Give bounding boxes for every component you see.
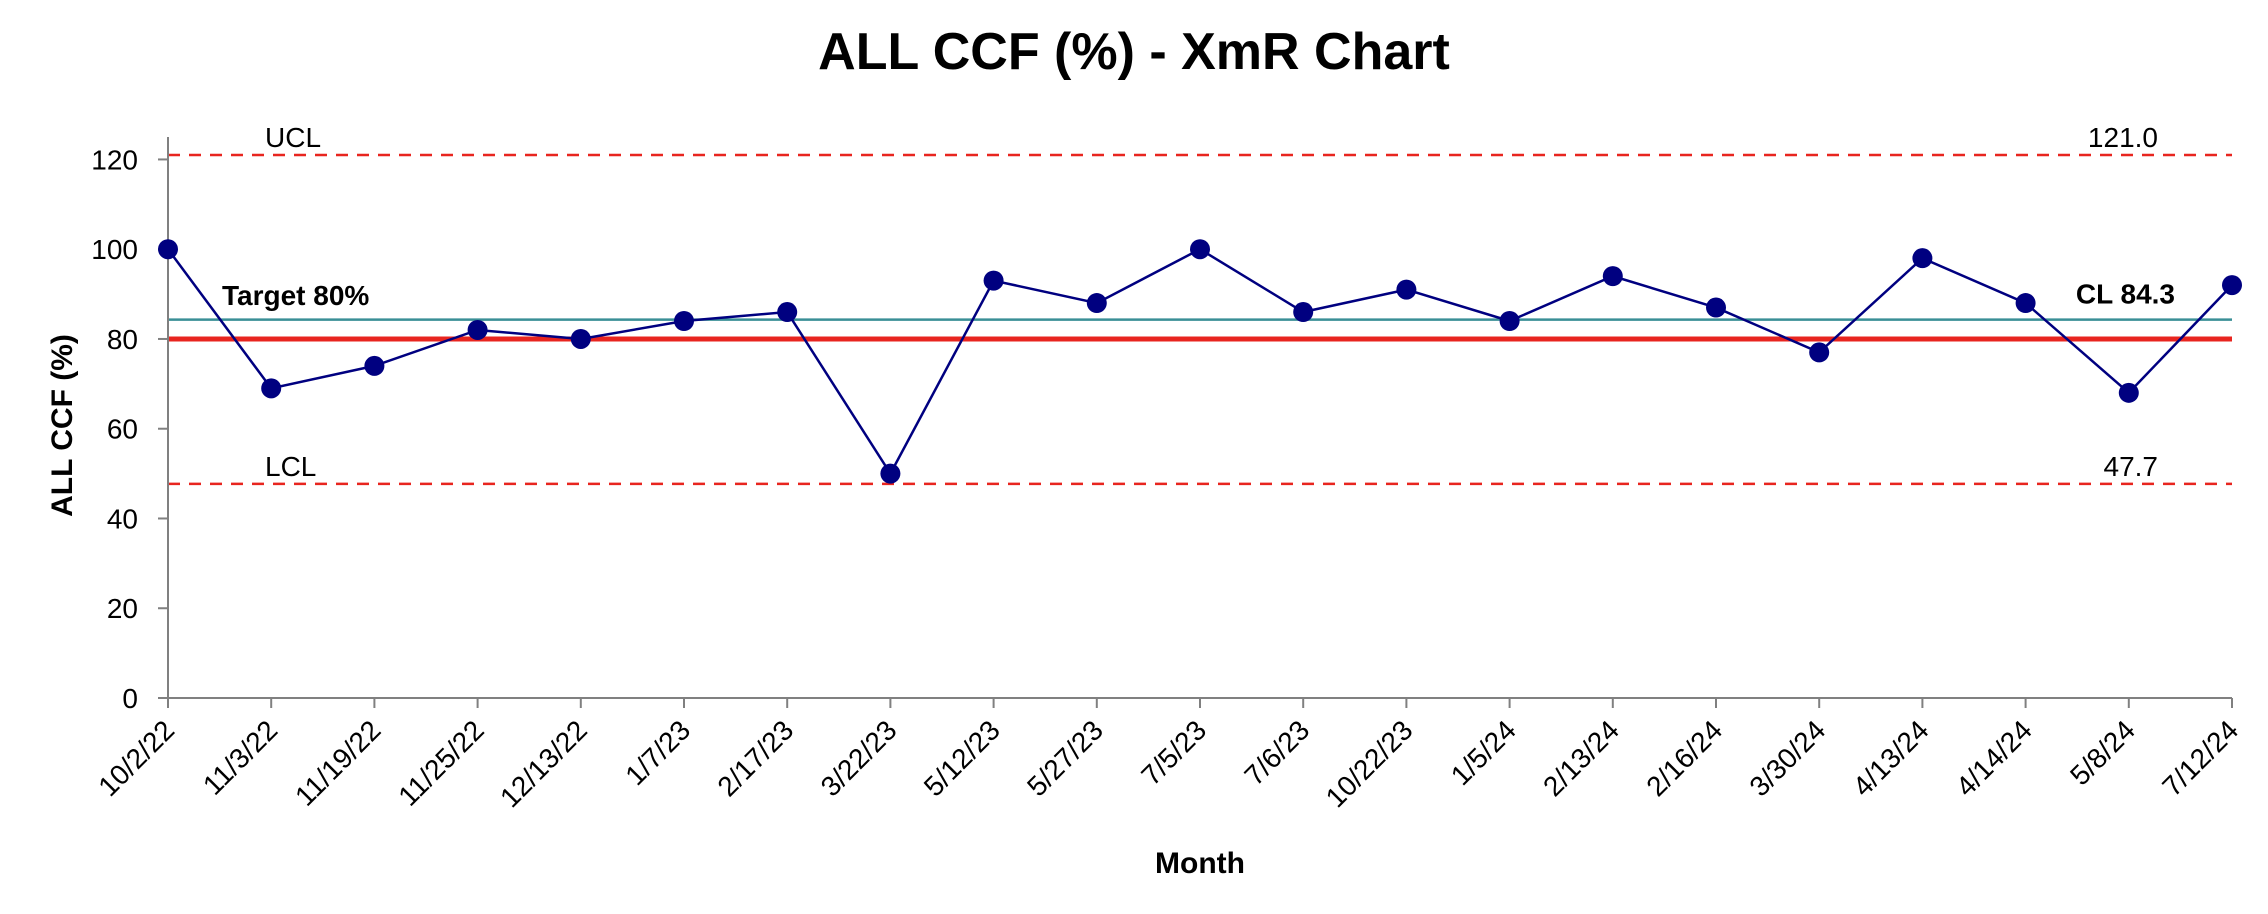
x-axis-title: Month — [1155, 847, 1245, 880]
x-tick-label: 1/7/23 — [619, 714, 696, 791]
data-point — [261, 378, 282, 399]
data-point — [1086, 293, 1107, 314]
x-tick-label: 2/17/23 — [711, 714, 799, 802]
data-point — [158, 239, 178, 260]
y-tick-label: 60 — [107, 414, 138, 445]
data-point — [2222, 275, 2242, 296]
chart-title: ALL CCF (%) - XmR Chart — [818, 23, 1450, 81]
x-tick-label: 2/13/24 — [1537, 714, 1625, 802]
x-tick-label: 1/5/24 — [1445, 714, 1522, 791]
x-tick-label: 11/25/22 — [392, 714, 490, 812]
data-point — [1293, 302, 1314, 323]
series-line — [166, 247, 2233, 477]
data-point — [2015, 293, 2036, 314]
y-tick-label: 100 — [91, 234, 138, 265]
y-tick-label: 20 — [107, 593, 138, 624]
x-tick-label: 3/22/23 — [815, 714, 903, 802]
x-tick-label: 4/13/24 — [1847, 714, 1935, 802]
x-tick-label: 4/14/24 — [1950, 714, 2038, 802]
x-tick-label: 5/12/23 — [918, 714, 1006, 802]
x-tick-label: 7/5/23 — [1135, 714, 1212, 791]
center-line-label: CL 84.3 — [2076, 279, 2175, 310]
data-point — [2118, 382, 2139, 403]
data-point — [674, 311, 694, 332]
x-tick-label: 10/22/23 — [1320, 714, 1419, 813]
y-tick-label: 120 — [91, 144, 138, 175]
x-tick-label: 11/19/22 — [289, 714, 387, 812]
labels: UCL 121.0 LCL 47.7 CL 84.3 Target 80% Month ALL… — [46, 122, 2175, 880]
data-series — [158, 239, 2242, 484]
ucl-label: UCL — [265, 122, 321, 153]
data-point — [1602, 266, 1623, 287]
x-tick-label: 10/2/22 — [92, 714, 180, 802]
lcl-label: LCL — [265, 451, 316, 482]
y-tick-label: 40 — [107, 503, 138, 534]
data-point — [983, 270, 1004, 291]
x-tick-label: 3/30/24 — [1743, 714, 1831, 802]
x-tick-label: 7/6/23 — [1238, 714, 1315, 791]
x-tick-label: 12/13/22 — [494, 714, 593, 813]
axes: 0 20 40 60 80 100 120 10/2/22 11/3/22 11/19/22 11/… — [91, 137, 2244, 813]
data-point — [570, 328, 591, 349]
data-point — [1190, 239, 1210, 260]
y-tick-label: 80 — [107, 324, 138, 355]
data-point — [880, 463, 901, 484]
data-point — [777, 302, 798, 323]
x-tick-label: 11/3/22 — [197, 714, 284, 801]
target-label: Target 80% — [222, 280, 369, 311]
data-point — [1706, 297, 1726, 318]
x-tick-label: 5/27/23 — [1021, 714, 1109, 802]
data-point — [364, 355, 385, 376]
x-tick-label: 5/8/24 — [2064, 714, 2141, 791]
lcl-value-label: 47.7 — [2104, 451, 2159, 482]
ucl-value-label: 121.0 — [2088, 122, 2158, 153]
data-point — [467, 319, 488, 340]
reference-lines — [168, 153, 2232, 486]
y-tick-label: 0 — [122, 683, 138, 714]
data-point — [1396, 279, 1417, 300]
data-point — [1912, 248, 1933, 269]
data-point — [1809, 342, 1830, 363]
x-tick-label: 7/12/24 — [2156, 714, 2244, 802]
x-tick-label: 2/16/24 — [1640, 714, 1728, 802]
y-axis-title: ALL CCF (%) — [46, 334, 79, 517]
data-point — [1499, 311, 1520, 332]
